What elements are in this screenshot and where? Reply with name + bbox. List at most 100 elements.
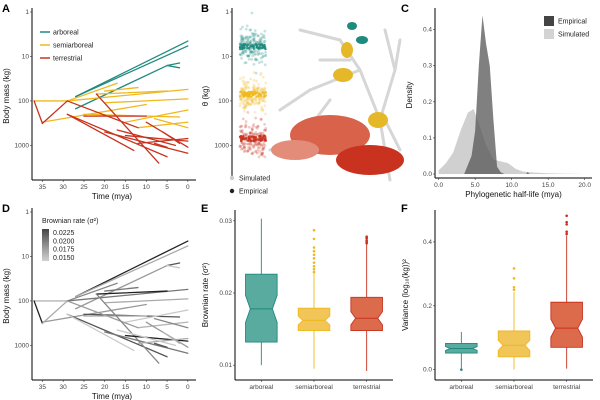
b-simulated-point <box>244 105 248 108</box>
b-simulated-point <box>239 98 243 102</box>
b-empirical-point <box>259 93 262 97</box>
panel-label-f: F <box>401 203 408 215</box>
b-simulated-point <box>258 141 262 145</box>
panel-label-a: A <box>2 3 10 15</box>
b-empirical-point <box>257 138 260 141</box>
c-legend-swatch <box>544 16 554 26</box>
b-simulated-point <box>253 96 257 100</box>
b-simulated-point <box>249 132 253 135</box>
b-simulated-point <box>244 50 248 53</box>
b-simulated-point <box>259 71 263 75</box>
b-simulated-point <box>245 133 248 137</box>
d-lineage-segment <box>66 300 139 329</box>
a-lineage-segment <box>95 93 160 164</box>
c-x-tick-label: 0.0 <box>434 182 443 189</box>
climber-silhouette <box>333 68 353 82</box>
tree-branch <box>383 28 397 72</box>
tree-branch <box>298 28 342 42</box>
b-simulated-point <box>246 149 250 153</box>
b-simulated-point <box>246 110 250 114</box>
d-legend-label: 0.0225 <box>53 230 75 237</box>
a-lineage-segment <box>74 64 168 110</box>
d-lineage-segment <box>41 303 147 323</box>
b-simulated-point <box>261 99 265 103</box>
b-simulated-point <box>248 42 252 46</box>
b-empirical-point <box>245 44 249 48</box>
b-empirical-point <box>252 47 256 50</box>
b-simulated-point <box>253 86 257 89</box>
b-simulated-point <box>243 106 247 110</box>
f-y-tick-label: 0.4 <box>423 239 432 246</box>
b-simulated-point <box>261 99 265 103</box>
b-simulated-point <box>250 11 254 15</box>
a-x-axis-label: Time (mya) <box>92 192 132 201</box>
b-simulated-point <box>251 54 255 58</box>
b-simulated-point <box>252 83 256 87</box>
b-simulated-point <box>242 105 246 108</box>
b-simulated-point <box>249 41 253 45</box>
b-simulated-point <box>257 102 260 105</box>
d-lineage-segment <box>33 300 44 325</box>
a-lineage-segment <box>66 100 139 129</box>
b-simulated-point <box>241 128 244 132</box>
b-simulated-point <box>259 37 262 41</box>
b-simulated-point <box>261 35 265 39</box>
b-simulated-point <box>241 25 244 29</box>
b-simulated-point <box>246 54 250 58</box>
b-simulated-point <box>240 99 244 103</box>
c-y-tick-label: 0.1 <box>423 135 432 142</box>
a-lineage-segment <box>153 117 189 129</box>
e-outlier <box>312 228 316 232</box>
b-simulated-point <box>259 108 263 112</box>
b-simulated-point <box>246 149 250 152</box>
panel-label-b: B <box>201 3 209 15</box>
b-simulated-point <box>242 141 246 145</box>
b-simulated-point <box>243 103 247 107</box>
b-simulated-point <box>252 71 256 74</box>
b-simulated-point <box>243 106 247 110</box>
b-simulated-point <box>259 99 262 103</box>
b-simulated-point <box>255 88 259 91</box>
b-empirical-point <box>260 43 263 46</box>
b-empirical-point <box>249 45 252 48</box>
b-legend-empirical-label: Empirical <box>239 189 268 196</box>
b-simulated-point <box>247 101 250 105</box>
b-empirical-point <box>254 135 258 139</box>
e-outlier <box>365 235 368 239</box>
b-simulated-point <box>241 51 244 54</box>
b-simulated-point <box>253 34 257 37</box>
b-simulated-point <box>242 150 246 153</box>
b-simulated-point <box>260 143 264 146</box>
e-outlier <box>365 239 368 242</box>
b-simulated-point <box>242 38 246 42</box>
a-x-tick-label: 15 <box>122 184 130 191</box>
b-simulated-point <box>247 54 251 57</box>
b-simulated-point <box>238 125 242 129</box>
f-box-semiarboreal <box>497 330 531 358</box>
b-simulated-point <box>243 36 246 40</box>
b-simulated-point <box>259 117 263 121</box>
a-x-tick-label: 35 <box>39 184 47 191</box>
tree-branch <box>358 68 382 122</box>
b-simulated-point <box>243 132 247 136</box>
b-simulated-point <box>239 34 243 38</box>
b-simulated-point <box>252 123 256 126</box>
f-outlier <box>512 288 516 292</box>
b-simulated-point <box>243 149 247 153</box>
a-lineage-segment <box>66 88 189 102</box>
f-outlier <box>512 267 516 270</box>
b-simulated-point <box>255 58 259 62</box>
b-simulated-point <box>257 88 260 92</box>
b-simulated-point <box>242 40 246 44</box>
b-legend-simulated-marker <box>229 175 235 181</box>
b-simulated-point <box>247 101 251 105</box>
b-simulated-point <box>251 124 255 128</box>
c-legend-label: Empirical <box>558 19 587 26</box>
b-simulated-point <box>238 145 242 149</box>
b-simulated-point <box>243 88 247 92</box>
b-simulated-point <box>254 143 257 147</box>
b-simulated-point <box>258 38 262 42</box>
b-simulated-point <box>253 49 257 53</box>
b-simulated-point <box>250 99 254 103</box>
d-lineage-segment <box>74 264 168 310</box>
